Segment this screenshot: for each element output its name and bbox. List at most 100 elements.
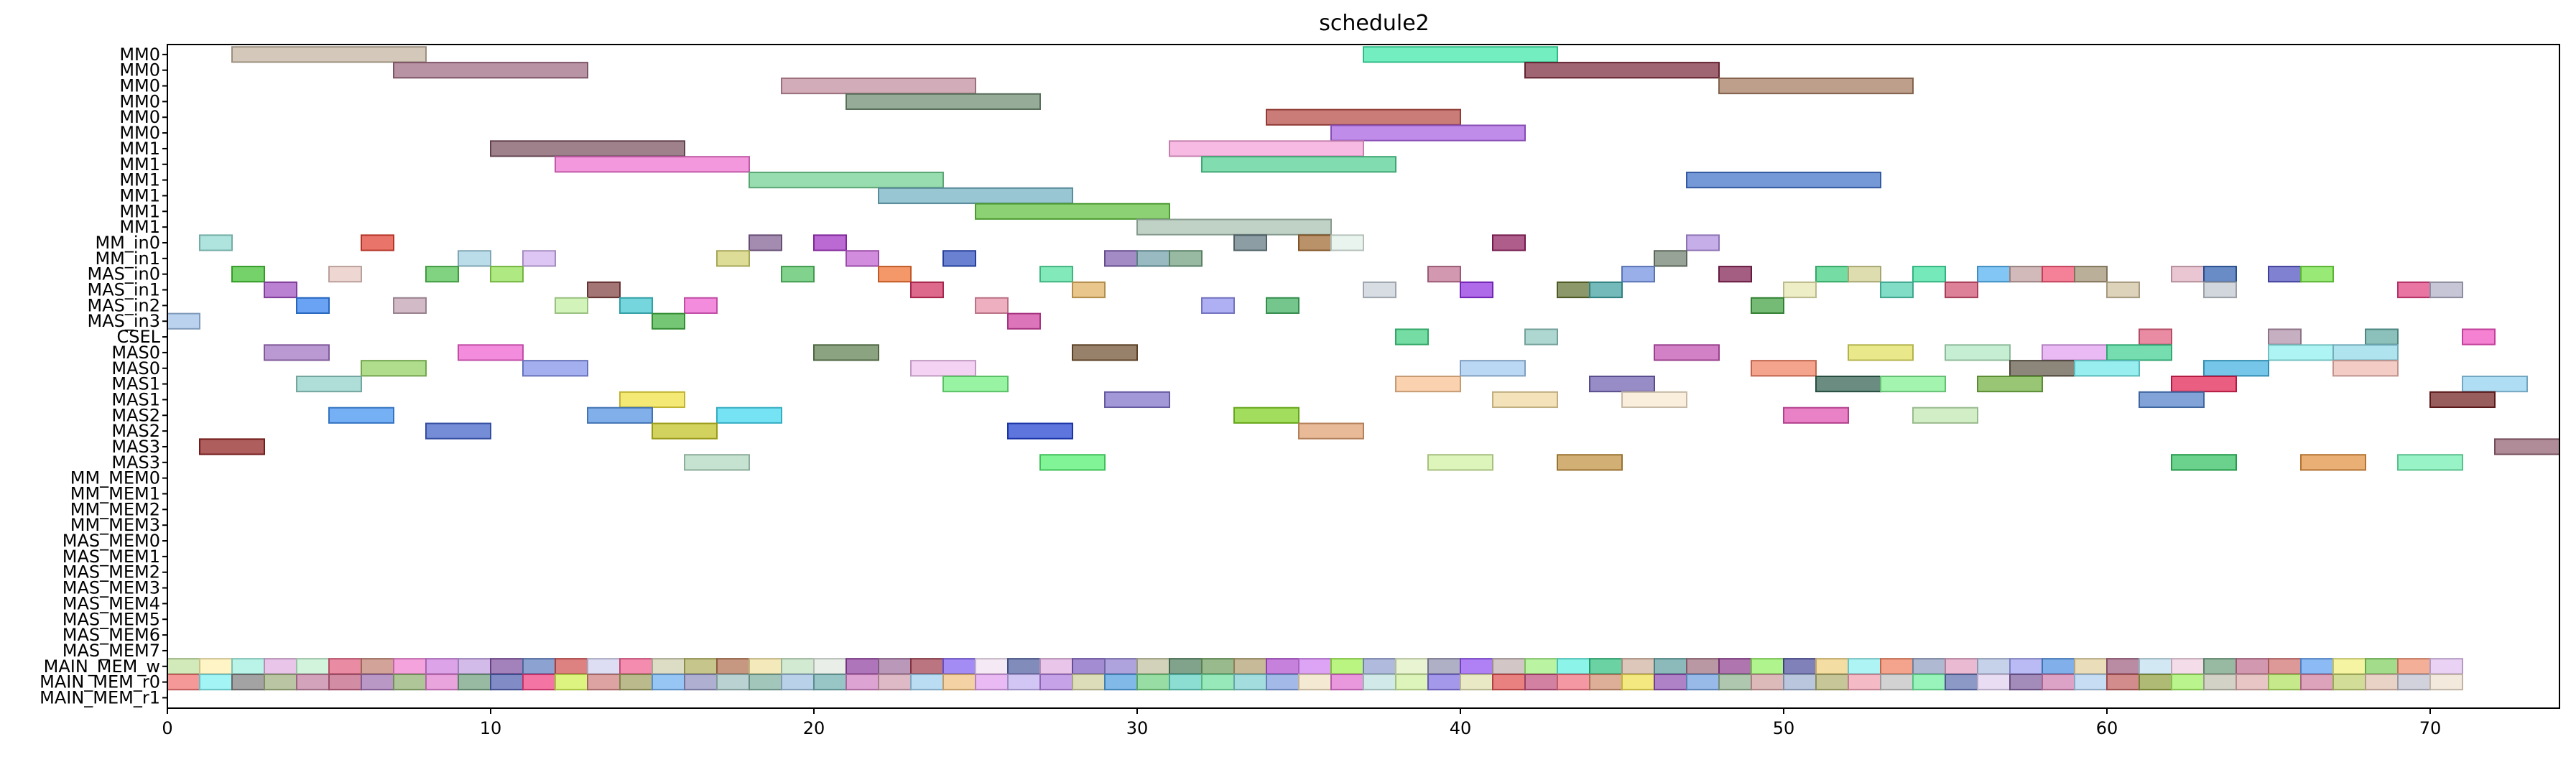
mem-block	[522, 658, 556, 675]
task-bar	[522, 360, 588, 377]
task-bar	[2074, 266, 2108, 283]
task-bar	[555, 156, 750, 173]
mem-block	[1815, 674, 1849, 691]
x-tick-label: 10	[480, 718, 502, 738]
mem-block	[264, 658, 297, 675]
task-bar	[1233, 234, 1267, 251]
task-bar	[942, 250, 976, 267]
y-tick-label: MAS_MEM6	[62, 625, 160, 645]
task-bar	[1718, 77, 1914, 95]
mem-block	[2074, 658, 2108, 675]
task-bar	[555, 297, 588, 314]
mem-block	[2139, 674, 2172, 691]
task-bar	[1363, 46, 1558, 63]
mem-block	[1363, 674, 1396, 691]
mem-block	[361, 674, 394, 691]
mem-block	[1783, 658, 1817, 675]
mem-block	[2268, 658, 2302, 675]
task-bar	[619, 391, 685, 409]
task-bar	[2332, 344, 2399, 361]
y-tick-label: MAS_in3	[87, 311, 160, 331]
task-bar	[1815, 266, 1849, 283]
y-tick-label: MM1	[119, 201, 160, 221]
mem-block	[2365, 658, 2399, 675]
mem-block	[1880, 674, 1914, 691]
task-bar	[2429, 391, 2496, 409]
task-bar	[1524, 328, 1558, 345]
mem-block	[1169, 658, 1203, 675]
mem-block	[1654, 658, 1687, 675]
mem-block	[167, 674, 200, 691]
task-bar	[2009, 266, 2043, 283]
mem-block	[1912, 674, 1946, 691]
mem-block	[2171, 658, 2205, 675]
task-bar	[2300, 454, 2366, 471]
y-tick-label: MM0	[119, 76, 160, 96]
task-bar	[2462, 376, 2528, 393]
task-bar	[264, 281, 297, 299]
mem-block	[587, 674, 621, 691]
mem-block	[2139, 658, 2172, 675]
task-bar	[361, 234, 394, 251]
x-axis: 0 10 20 30 40 50 60 70	[162, 708, 2441, 738]
task-bar	[1104, 391, 1170, 409]
mem-block	[1007, 674, 1041, 691]
task-bar	[1427, 454, 1493, 471]
y-tick-label: MM_in1	[95, 249, 160, 269]
task-bar	[716, 250, 750, 267]
y-tick-label: MM_MEM1	[70, 484, 160, 504]
task-bar	[1298, 234, 1332, 251]
task-bar	[199, 234, 233, 251]
task-bar	[1266, 108, 1461, 126]
mem-block	[264, 674, 297, 691]
task-bar	[716, 407, 782, 424]
y-tick-label: MAIN_MEM_w	[44, 656, 160, 677]
task-bar	[1136, 218, 1332, 236]
mem-block	[1460, 658, 1493, 675]
task-bar	[296, 376, 362, 393]
task-bar	[1718, 266, 1752, 283]
task-bar	[1395, 376, 1461, 393]
mem-block	[199, 674, 233, 691]
x-tick-label: 20	[803, 718, 825, 738]
mem-block	[749, 674, 782, 691]
chart-title: schedule2	[1319, 11, 1430, 36]
y-tick-label: MAIN_MEM_r1	[40, 687, 160, 707]
mem-block	[1427, 674, 1461, 691]
mem-block	[2365, 674, 2399, 691]
mem-block	[1945, 674, 1978, 691]
mem-block	[619, 658, 653, 675]
task-bar	[845, 93, 1041, 110]
task-bar	[1233, 407, 1299, 424]
task-bar	[1848, 266, 1881, 283]
mem-block	[1266, 674, 1299, 691]
mem-block	[458, 674, 491, 691]
mem-block	[2397, 674, 2431, 691]
task-bar	[1492, 391, 1558, 409]
task-bar	[1557, 281, 1590, 299]
task-bar	[684, 454, 750, 471]
task-bar	[1395, 328, 1429, 345]
task-bar	[942, 376, 1009, 393]
task-bar	[1169, 140, 1364, 157]
x-tick-label: 70	[2419, 718, 2442, 738]
task-bar	[1007, 312, 1041, 330]
mem-block	[975, 674, 1009, 691]
mem-block	[2203, 674, 2237, 691]
task-bar	[652, 422, 718, 440]
y-tick-label: MM0	[119, 91, 160, 111]
task-bar	[1363, 281, 1396, 299]
task-bar	[2074, 360, 2140, 377]
task-bar	[1783, 281, 1817, 299]
mem-block	[942, 658, 976, 675]
mem-block	[1201, 674, 1235, 691]
task-bar	[2203, 360, 2269, 377]
task-bar	[2171, 376, 2237, 393]
mem-block	[1621, 658, 1655, 675]
mem-block	[975, 658, 1009, 675]
mem-block	[2332, 658, 2366, 675]
y-tick-label: MAS_MEM1	[62, 547, 160, 567]
task-bar	[199, 438, 265, 455]
mem-block	[1557, 674, 1590, 691]
task-bar	[1104, 250, 1138, 267]
